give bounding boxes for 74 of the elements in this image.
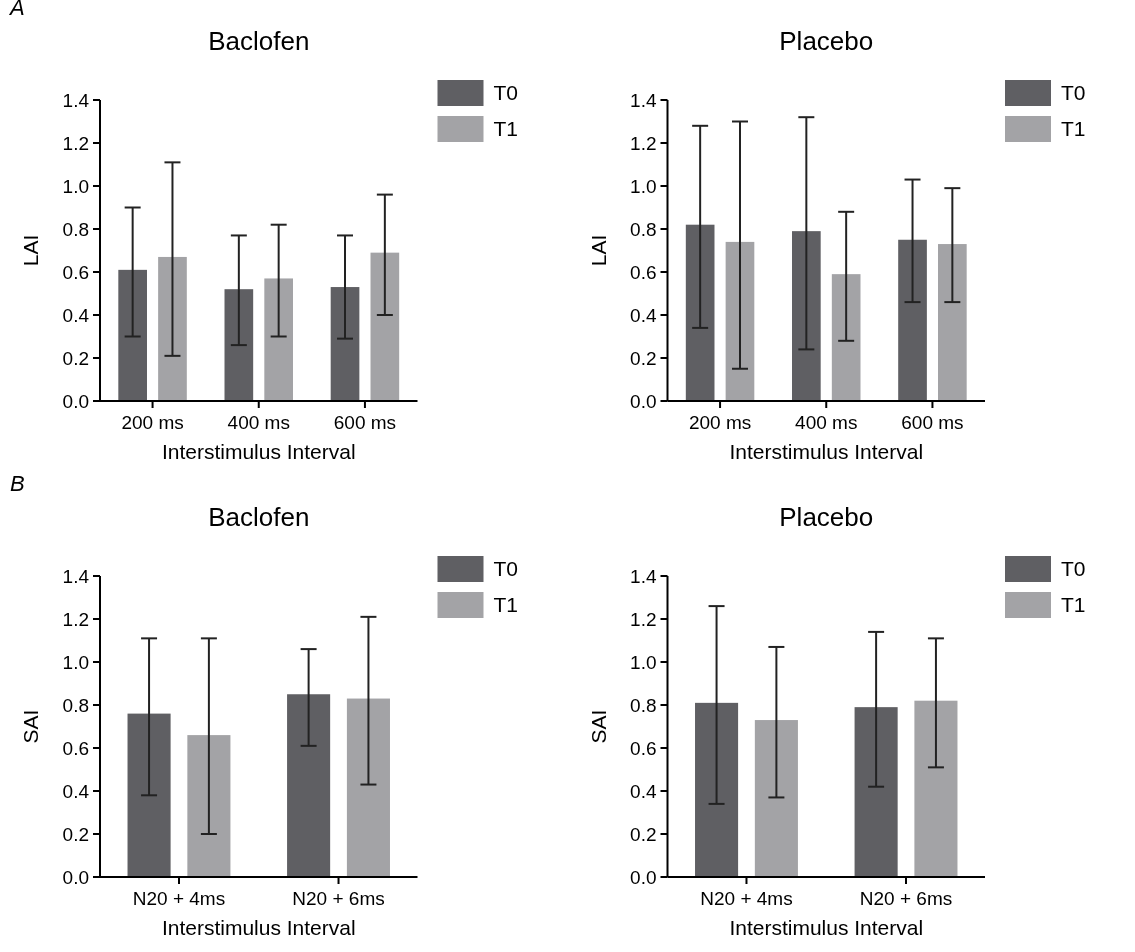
y-tick-label: 0.4	[62, 780, 90, 802]
legend-label: T1	[493, 593, 519, 617]
y-tick-label: 0.6	[62, 737, 89, 759]
y-tick-label: 0.6	[62, 261, 89, 283]
y-tick-label: 0.6	[630, 737, 657, 759]
y-axis-title: SAI	[586, 709, 610, 744]
y-tick-label: 0.2	[630, 347, 657, 369]
bar	[685, 224, 715, 401]
y-tick-label: 1.0	[62, 175, 89, 197]
y-tick-label: 1.4	[62, 89, 90, 111]
x-tick-label: 400 ms	[227, 412, 290, 433]
y-tick-label: 0.0	[62, 390, 89, 412]
x-tick-label: 600 ms	[333, 412, 397, 433]
bar	[898, 239, 927, 401]
y-tick-label: 1.2	[62, 608, 89, 630]
y-tick-label: 0.4	[62, 304, 90, 326]
legend-label: T1	[1061, 593, 1086, 617]
legend-label: T0	[493, 81, 519, 105]
y-tick-label: 1.2	[630, 608, 657, 630]
y-tick-label: 0.8	[630, 218, 657, 240]
legend-label: T0	[1061, 557, 1086, 581]
y-tick-label: 0.4	[630, 304, 657, 326]
x-tick-label: 200 ms	[688, 412, 752, 433]
bar	[792, 231, 821, 401]
legend-label: T1	[493, 117, 519, 141]
y-axis-title: SAI	[19, 709, 42, 744]
y-tick-label: 0.2	[62, 347, 89, 369]
x-axis-title: Interstimulus Interval	[161, 916, 356, 939]
bar	[287, 694, 331, 877]
x-tick-label: N20 + 6ms	[859, 888, 953, 909]
chart-title: Placebo	[779, 502, 874, 532]
x-axis-title: Interstimulus Interval	[161, 440, 356, 463]
y-tick-label: 1.2	[62, 132, 89, 154]
y-tick-label: 0.0	[62, 866, 89, 888]
y-tick-label: 0.6	[630, 261, 657, 283]
x-tick-label: N20 + 4ms	[132, 888, 226, 909]
y-tick-label: 1.0	[630, 651, 657, 673]
y-tick-label: 0.8	[62, 218, 89, 240]
y-tick-label: 0.0	[630, 390, 657, 412]
y-tick-label: 1.0	[630, 175, 657, 197]
bar	[938, 244, 967, 401]
legend-label: T0	[493, 557, 519, 581]
x-axis-title: Interstimulus Interval	[729, 440, 924, 463]
y-axis-title: LAI	[586, 234, 610, 267]
text: A	[8, 0, 25, 20]
text: B	[10, 471, 25, 496]
y-tick-label: 1.4	[630, 89, 657, 111]
y-tick-label: 1.2	[630, 132, 657, 154]
x-tick-label: N20 + 6ms	[292, 888, 385, 909]
x-tick-label: N20 + 4ms	[700, 888, 793, 909]
x-tick-label: 400 ms	[795, 412, 858, 433]
y-tick-label: 0.2	[630, 823, 657, 845]
chart-title: Baclofen	[208, 26, 310, 56]
bar	[831, 274, 861, 401]
y-tick-label: 0.0	[630, 866, 657, 888]
y-tick-label: 1.4	[630, 565, 657, 587]
x-tick-label: 600 ms	[901, 412, 964, 433]
bar	[346, 698, 390, 877]
y-tick-label: 0.8	[62, 694, 89, 716]
legend-label: T0	[1061, 81, 1086, 105]
y-tick-label: 0.2	[62, 823, 89, 845]
bar	[187, 735, 231, 877]
x-axis-title: Interstimulus Interval	[729, 916, 924, 939]
legend-label: T1	[1061, 117, 1086, 141]
y-axis-title: LAI	[19, 234, 42, 267]
y-tick-label: 1.0	[62, 651, 89, 673]
x-tick-label: 200 ms	[121, 412, 184, 433]
y-tick-label: 0.4	[630, 780, 657, 802]
bar	[725, 241, 755, 401]
bar	[127, 713, 171, 877]
y-tick-label: 0.8	[630, 694, 657, 716]
chart-title: Baclofen	[208, 502, 310, 532]
chart-title: Placebo	[779, 26, 874, 56]
y-tick-label: 1.4	[62, 565, 90, 587]
